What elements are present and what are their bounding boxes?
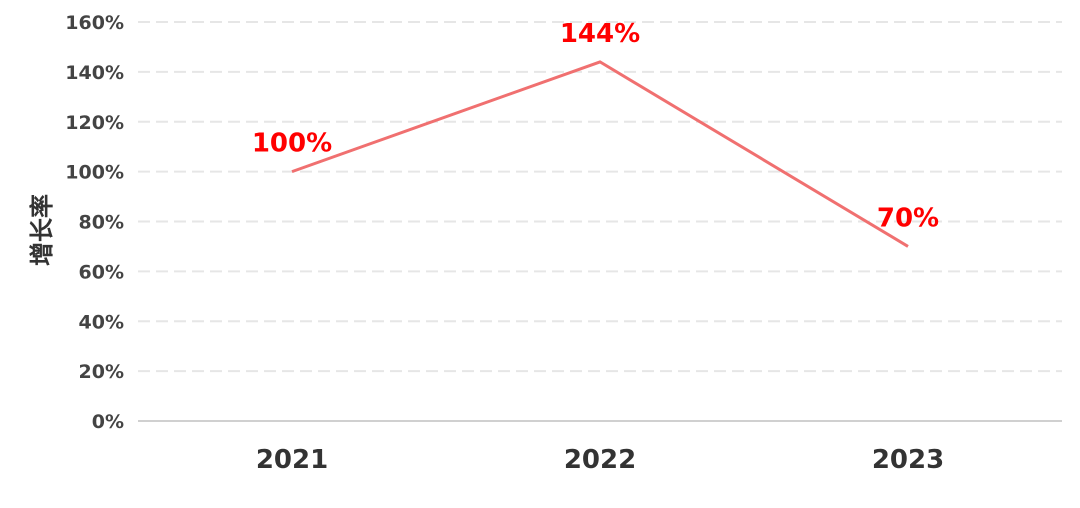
y-tick-label: 120% — [65, 112, 124, 134]
x-tick-label: 2023 — [872, 445, 944, 475]
y-tick-label: 100% — [65, 162, 124, 184]
y-tick-label: 20% — [79, 361, 124, 383]
data-label: 70% — [877, 203, 939, 233]
data-label: 144% — [560, 19, 640, 49]
x-tick-label: 2022 — [564, 445, 636, 475]
y-tick-label: 0% — [92, 411, 124, 433]
x-tick-label: 2021 — [256, 445, 328, 475]
y-axis-label: 增长率 — [28, 194, 56, 266]
data-label: 100% — [252, 129, 332, 159]
y-tick-label: 60% — [79, 261, 124, 283]
y-tick-label: 40% — [79, 311, 124, 333]
y-tick-label: 80% — [79, 212, 124, 234]
series-line — [291, 60, 909, 248]
y-tick-label: 140% — [65, 62, 124, 84]
y-tick-label: 160% — [65, 12, 124, 34]
